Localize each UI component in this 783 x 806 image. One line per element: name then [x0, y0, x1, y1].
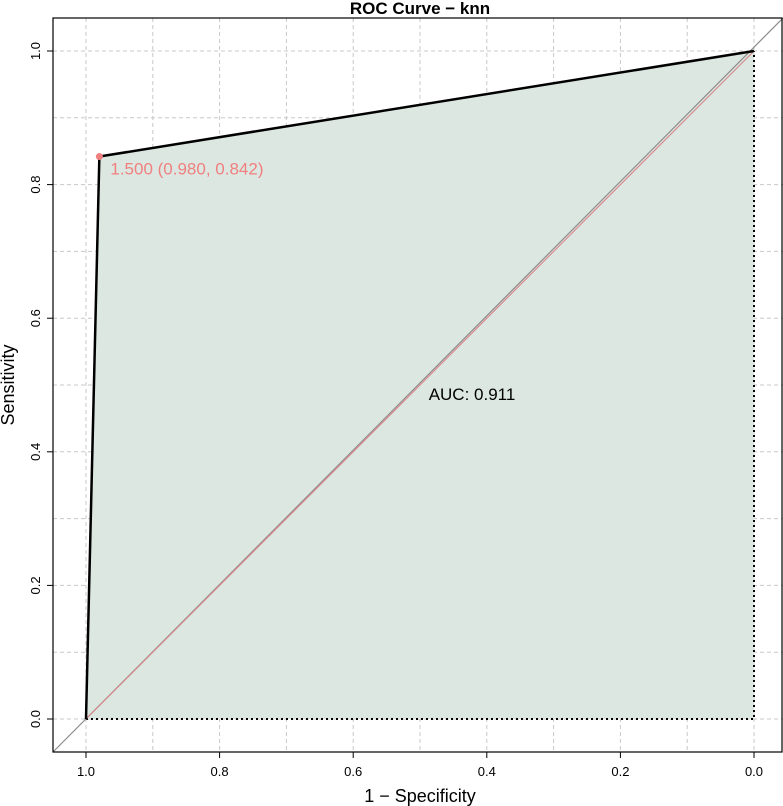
x-tick-label: 0.6 — [344, 764, 362, 779]
labels-layer: 1.500 (0.980, 0.842) 1.0 0.8 0.6 0.4 0.2 0.0 0.… — [28, 42, 763, 779]
x-tick-label: 0.4 — [478, 764, 496, 779]
y-tick-label: 0.8 — [28, 176, 43, 194]
auc-label: AUC: 0.911 — [429, 385, 516, 404]
lines-layer — [52, 17, 783, 753]
y-axis-label: Sensitivity — [0, 344, 18, 425]
y-tick-label: 0.0 — [28, 710, 43, 728]
reference-line — [85, 50, 755, 720]
x-axis-label: 1 − Specificity — [364, 786, 476, 806]
axes-layer — [47, 17, 783, 758]
x-tick-label: 1.0 — [77, 764, 95, 779]
best-threshold-label: 1.500 (0.980, 0.842) — [110, 160, 263, 179]
best-threshold-point — [95, 153, 103, 161]
y-tick-label: 0.2 — [28, 576, 43, 594]
y-tick-label: 0.4 — [28, 443, 43, 461]
x-tick-label: 0.2 — [611, 764, 629, 779]
y-tick-label: 0.6 — [28, 309, 43, 327]
y-tick-label: 1.0 — [28, 42, 43, 60]
x-tick-label: 0.0 — [745, 764, 763, 779]
x-tick-label: 0.8 — [211, 764, 229, 779]
plot-border — [52, 17, 783, 753]
chart-title: ROC Curve − knn — [350, 0, 490, 18]
